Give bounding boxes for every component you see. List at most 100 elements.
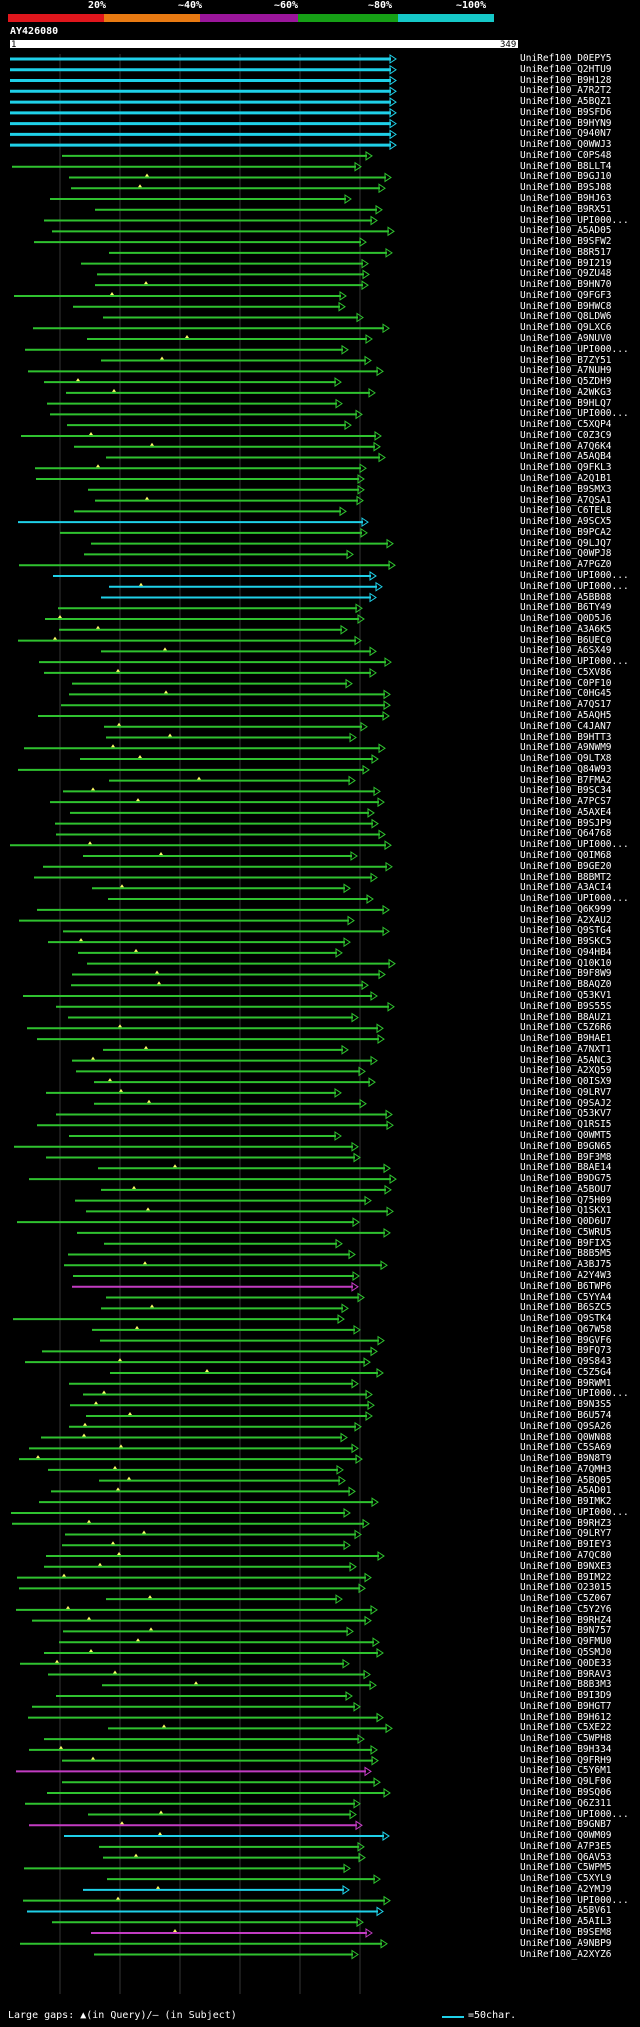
hit-label[interactable]: UniRef100_B9SQ06 xyxy=(520,1786,612,1798)
hit-label[interactable]: UniRef100_A9NBP9 xyxy=(520,1937,612,1949)
hit-label[interactable]: UniRef100_B8R517 xyxy=(520,246,612,258)
hit-label[interactable]: UniRef100_Q5ZDH9 xyxy=(520,376,612,388)
hit-label[interactable]: UniRef100_B9GVF6 xyxy=(520,1334,612,1346)
hit-label[interactable]: UniRef100_A3A6K5 xyxy=(520,623,612,635)
hit-label[interactable]: UniRef100_B6TWP6 xyxy=(520,1280,612,1292)
hit-label[interactable]: UniRef100_B9RHZ3 xyxy=(520,1517,612,1529)
hit-label[interactable]: UniRef100_Q53KV1 xyxy=(520,989,612,1001)
hit-label[interactable]: UniRef100_B9N757 xyxy=(520,1625,612,1637)
hit-label[interactable]: UniRef100_Q9FKL3 xyxy=(520,462,612,474)
hit-label[interactable]: UniRef100_A7NUH9 xyxy=(520,365,612,377)
hit-label[interactable]: UniRef100_A2XQ59 xyxy=(520,1065,612,1077)
hit-label[interactable]: UniRef100_A7QMH3 xyxy=(520,1463,612,1475)
hit-label[interactable]: UniRef100_C5Z5G4 xyxy=(520,1366,612,1378)
hit-label[interactable]: UniRef100_UPI000... xyxy=(520,1894,629,1906)
hit-label[interactable]: UniRef100_B8B3M3 xyxy=(520,1679,612,1691)
hit-label[interactable]: UniRef100_C5WPH8 xyxy=(520,1733,612,1745)
hit-label[interactable]: UniRef100_A5BQZ1 xyxy=(520,96,612,108)
hit-label[interactable]: UniRef100_Q84W93 xyxy=(520,763,612,775)
hit-label[interactable]: UniRef100_A7QS17 xyxy=(520,699,612,711)
hit-label[interactable]: UniRef100_Q10K10 xyxy=(520,957,612,969)
hit-label[interactable]: UniRef100_Q9LTX8 xyxy=(520,753,612,765)
hit-label[interactable]: UniRef100_B9GN65 xyxy=(520,1140,612,1152)
hit-label[interactable]: UniRef100_A5ANC3 xyxy=(520,1054,612,1066)
hit-label[interactable]: UniRef100_Q6AV53 xyxy=(520,1851,612,1863)
hit-label[interactable]: UniRef100_B9SC34 xyxy=(520,785,612,797)
hit-label[interactable]: UniRef100_B8BMT2 xyxy=(520,871,612,883)
hit-label[interactable]: UniRef100_C5Y2Y6 xyxy=(520,1603,612,1615)
hit-label[interactable]: UniRef100_B7FMA2 xyxy=(520,774,612,786)
hit-label[interactable]: UniRef100_A7QSA1 xyxy=(520,494,612,506)
hit-label[interactable]: UniRef100_A7PCS7 xyxy=(520,796,612,808)
hit-label[interactable]: UniRef100_A5BQ05 xyxy=(520,1474,612,1486)
hit-label[interactable]: UniRef100_B8AE14 xyxy=(520,1162,612,1174)
hit-label[interactable]: UniRef100_Q5SMJ0 xyxy=(520,1646,612,1658)
hit-label[interactable]: UniRef100_A5AQB4 xyxy=(520,451,612,463)
hit-label[interactable]: UniRef100_A2YMJ9 xyxy=(520,1883,612,1895)
hit-label[interactable]: UniRef100_O23015 xyxy=(520,1582,612,1594)
hit-label[interactable]: UniRef100_A9SCX5 xyxy=(520,516,612,528)
hit-label[interactable]: UniRef100_B6UEC0 xyxy=(520,634,612,646)
hit-label[interactable]: UniRef100_Q0DE33 xyxy=(520,1657,612,1669)
hit-label[interactable]: UniRef100_Q6K999 xyxy=(520,903,612,915)
hit-label[interactable]: UniRef100_Q9LXC6 xyxy=(520,322,612,334)
hit-label[interactable]: UniRef100_Q9FMU0 xyxy=(520,1636,612,1648)
hit-label[interactable]: UniRef100_B8LLT4 xyxy=(520,160,612,172)
hit-label[interactable]: UniRef100_Q2HTU9 xyxy=(520,63,612,75)
hit-label[interactable]: UniRef100_C5SA69 xyxy=(520,1442,612,1454)
hit-label[interactable]: UniRef100_A7Q6K4 xyxy=(520,440,612,452)
hit-label[interactable]: UniRef100_B9SMX3 xyxy=(520,483,612,495)
hit-label[interactable]: UniRef100_C4JAN7 xyxy=(520,720,612,732)
hit-label[interactable]: UniRef100_Q9LF06 xyxy=(520,1776,612,1788)
hit-label[interactable]: UniRef100_A2XYZ6 xyxy=(520,1948,612,1960)
hit-label[interactable]: UniRef100_B9RWM1 xyxy=(520,1377,612,1389)
hit-label[interactable]: UniRef100_C0HG45 xyxy=(520,688,612,700)
hit-label[interactable]: UniRef100_B9I219 xyxy=(520,257,612,269)
hit-label[interactable]: UniRef100_Q1SKX1 xyxy=(520,1205,612,1217)
hit-label[interactable]: UniRef100_B9F3M8 xyxy=(520,1151,612,1163)
hit-label[interactable]: UniRef100_C5Y6M1 xyxy=(520,1765,612,1777)
hit-label[interactable]: UniRef100_A6SX49 xyxy=(520,645,612,657)
hit-label[interactable]: UniRef100_Q0WN08 xyxy=(520,1431,612,1443)
hit-label[interactable]: UniRef100_C0PS48 xyxy=(520,149,612,161)
hit-label[interactable]: UniRef100_B9HLQ7 xyxy=(520,397,612,409)
hit-label[interactable]: UniRef100_B9GNB7 xyxy=(520,1819,612,1831)
hit-label[interactable]: UniRef100_B9HJ63 xyxy=(520,193,612,204)
hit-label[interactable]: UniRef100_B9H612 xyxy=(520,1711,612,1723)
hit-label[interactable]: UniRef100_Q0IM68 xyxy=(520,849,612,861)
hit-label[interactable]: UniRef100_B9SEM8 xyxy=(520,1926,612,1938)
hit-label[interactable]: UniRef100_D0EPY5 xyxy=(520,53,612,64)
hit-label[interactable]: UniRef100_C5XE22 xyxy=(520,1722,612,1734)
hit-label[interactable]: UniRef100_B9F8W9 xyxy=(520,968,612,980)
hit-label[interactable]: UniRef100_A5AQH5 xyxy=(520,709,612,721)
hit-label[interactable]: UniRef100_B9SFD6 xyxy=(520,106,612,118)
hit-label[interactable]: UniRef100_A5BOU7 xyxy=(520,1183,612,1195)
hit-label[interactable]: UniRef100_Q9STK4 xyxy=(520,1313,612,1325)
hit-label[interactable]: UniRef100_B9FQ73 xyxy=(520,1345,612,1357)
hit-label[interactable]: UniRef100_Q1RSI5 xyxy=(520,1119,612,1131)
hit-label[interactable]: UniRef100_C6TEL8 xyxy=(520,505,612,517)
hit-label[interactable]: UniRef100_C5XYL9 xyxy=(520,1873,612,1885)
hit-label[interactable]: UniRef100_Q9S843 xyxy=(520,1356,612,1368)
hit-label[interactable]: UniRef100_B9RHZ4 xyxy=(520,1614,612,1626)
hit-label[interactable]: UniRef100_Q0D6U7 xyxy=(520,1216,612,1228)
hit-label[interactable]: UniRef100_B9IEY3 xyxy=(520,1539,612,1551)
hit-label[interactable]: UniRef100_Q9SA26 xyxy=(520,1420,612,1432)
hit-label[interactable]: UniRef100_B9IMK2 xyxy=(520,1496,612,1508)
hit-label[interactable]: UniRef100_UPI000... xyxy=(520,569,629,581)
hit-label[interactable]: UniRef100_UPI000... xyxy=(520,343,629,355)
hit-label[interactable]: UniRef100_B9HTT3 xyxy=(520,731,612,743)
hit-label[interactable]: UniRef100_Q94HB4 xyxy=(520,946,612,958)
hit-label[interactable]: UniRef100_A5AD01 xyxy=(520,1485,612,1497)
hit-label[interactable]: UniRef100_Q53KV7 xyxy=(520,1108,612,1120)
hit-label[interactable]: UniRef100_A9NWM9 xyxy=(520,742,612,754)
hit-label[interactable]: UniRef100_B9N3S5 xyxy=(520,1399,612,1411)
hit-label[interactable]: UniRef100_Q0WPJ8 xyxy=(520,548,612,560)
hit-label[interactable]: UniRef100_Q0WWJ3 xyxy=(520,139,612,151)
hit-label[interactable]: UniRef100_B9GJ10 xyxy=(520,171,612,183)
hit-label[interactable]: UniRef100_UPI000... xyxy=(520,408,629,420)
hit-label[interactable]: UniRef100_A3ACI4 xyxy=(520,882,612,894)
hit-label[interactable]: UniRef100_A3BJ75 xyxy=(520,1259,612,1271)
hit-label[interactable]: UniRef100_Q67W58 xyxy=(520,1323,612,1335)
hit-label[interactable]: UniRef100_Q9LRV7 xyxy=(520,1086,612,1098)
